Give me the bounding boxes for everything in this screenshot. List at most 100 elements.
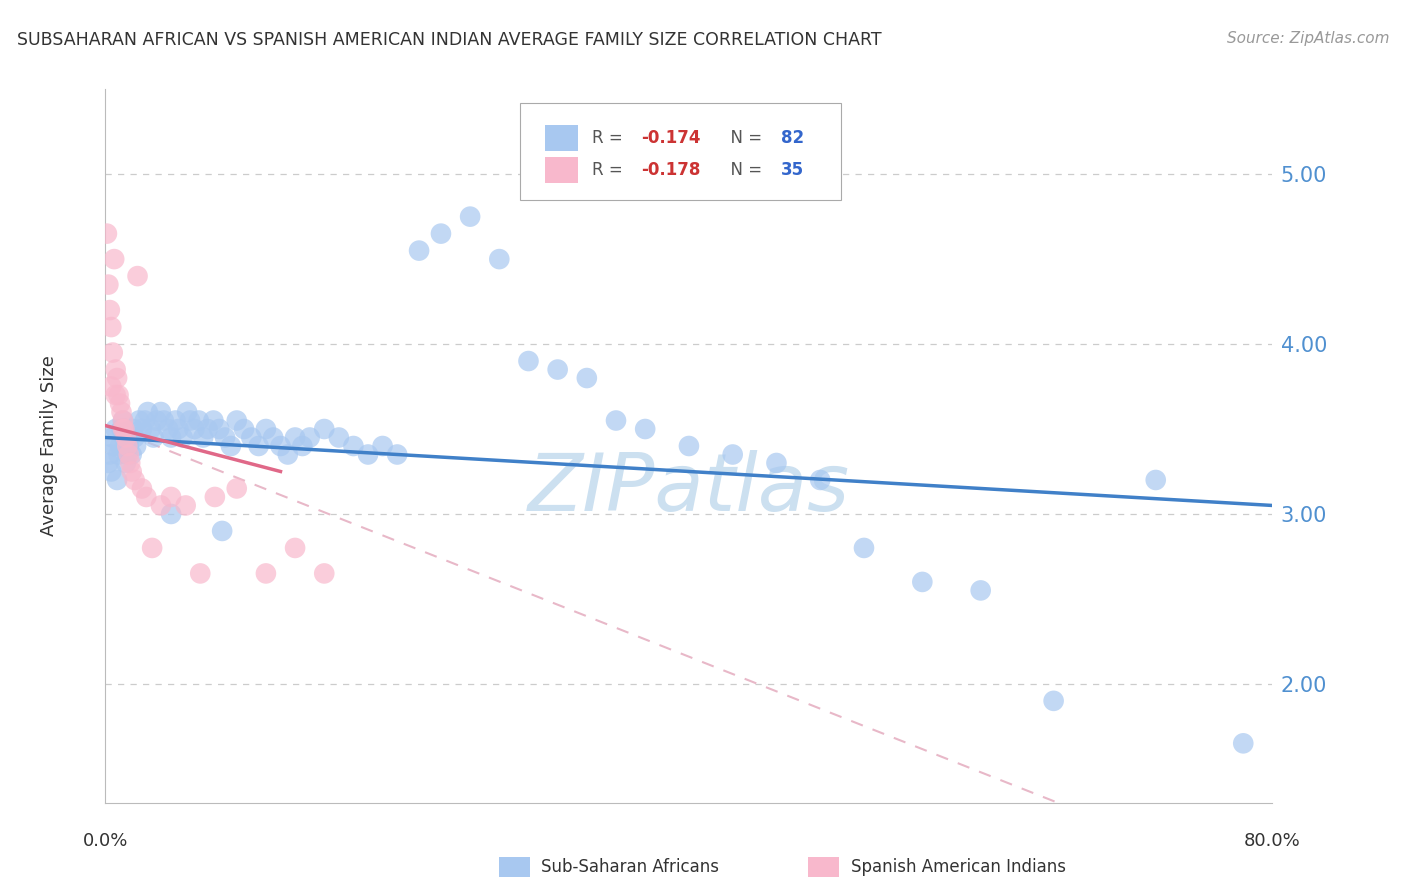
Text: N =: N =: [720, 128, 768, 146]
Point: [149, 499, 172, 513]
Point: [721, 448, 744, 462]
Point: [157, 422, 180, 436]
Point: [101, 430, 124, 444]
Point: [110, 405, 132, 419]
Point: [202, 413, 225, 427]
Point: [108, 439, 131, 453]
Point: [233, 422, 256, 436]
Point: [131, 422, 153, 436]
Point: [197, 422, 219, 436]
Point: [139, 422, 162, 436]
Point: [634, 422, 657, 436]
Point: [165, 413, 187, 427]
Point: [969, 583, 991, 598]
Point: [247, 439, 270, 453]
Point: [145, 413, 167, 427]
Text: -0.178: -0.178: [641, 161, 700, 178]
Point: [284, 541, 307, 555]
Point: [118, 439, 141, 453]
Point: [605, 413, 627, 427]
Text: Spanish American Indians: Spanish American Indians: [851, 858, 1066, 876]
Text: R =: R =: [592, 128, 628, 146]
Point: [160, 507, 183, 521]
Point: [135, 490, 157, 504]
Text: R =: R =: [592, 161, 628, 178]
Point: [204, 490, 226, 504]
Point: [100, 465, 122, 479]
Point: [118, 448, 141, 462]
Point: [111, 413, 134, 427]
Point: [153, 413, 174, 427]
Point: [342, 439, 364, 453]
Point: [208, 422, 231, 436]
Point: [105, 371, 128, 385]
Text: Source: ZipAtlas.com: Source: ZipAtlas.com: [1226, 31, 1389, 46]
Point: [136, 405, 159, 419]
Point: [97, 456, 120, 470]
Point: [240, 430, 263, 444]
Point: [104, 388, 127, 402]
Point: [117, 439, 139, 453]
Point: [100, 379, 122, 393]
Point: [808, 473, 831, 487]
Point: [385, 448, 408, 462]
Point: [124, 430, 146, 444]
Point: [852, 541, 875, 555]
Point: [121, 465, 143, 479]
Point: [357, 448, 380, 462]
Text: SUBSAHARAN AFRICAN VS SPANISH AMERICAN INDIAN AVERAGE FAMILY SIZE CORRELATION CH: SUBSAHARAN AFRICAN VS SPANISH AMERICAN I…: [17, 31, 882, 49]
Point: [96, 227, 118, 241]
Point: [167, 422, 190, 436]
Point: [1042, 694, 1064, 708]
FancyBboxPatch shape: [520, 103, 841, 200]
Point: [430, 227, 453, 241]
Point: [98, 303, 121, 318]
Point: [219, 439, 242, 453]
Point: [117, 448, 139, 462]
Point: [97, 277, 120, 292]
Text: -0.174: -0.174: [641, 128, 700, 146]
Point: [193, 430, 215, 444]
Point: [1144, 473, 1167, 487]
Point: [172, 430, 194, 444]
Point: [183, 422, 205, 436]
Point: [121, 448, 143, 462]
Point: [408, 244, 430, 258]
Point: [160, 430, 183, 444]
Point: [149, 405, 172, 419]
Text: 82: 82: [782, 128, 804, 146]
Text: 0.0%: 0.0%: [83, 832, 128, 850]
Point: [269, 439, 292, 453]
Point: [458, 210, 481, 224]
Point: [575, 371, 598, 385]
Point: [187, 413, 209, 427]
Point: [371, 439, 394, 453]
Point: [98, 448, 121, 462]
Point: [678, 439, 700, 453]
Point: [105, 473, 128, 487]
Point: [107, 388, 129, 402]
Point: [120, 456, 142, 470]
Point: [142, 430, 165, 444]
Text: Average Family Size: Average Family Size: [41, 356, 59, 536]
Point: [107, 448, 129, 462]
Point: [254, 566, 277, 581]
Point: [314, 566, 336, 581]
Point: [225, 482, 247, 496]
Point: [277, 448, 299, 462]
Text: ZIPatlas: ZIPatlas: [527, 450, 851, 528]
Point: [262, 430, 284, 444]
Point: [211, 524, 233, 538]
Point: [125, 439, 148, 453]
Point: [134, 413, 156, 427]
Point: [100, 320, 122, 334]
Point: [291, 439, 314, 453]
Point: [141, 541, 163, 555]
Point: [103, 252, 125, 266]
Point: [214, 430, 236, 444]
Bar: [546, 157, 578, 183]
Point: [104, 362, 127, 376]
Point: [120, 430, 142, 444]
Point: [111, 422, 134, 436]
Point: [104, 422, 127, 436]
